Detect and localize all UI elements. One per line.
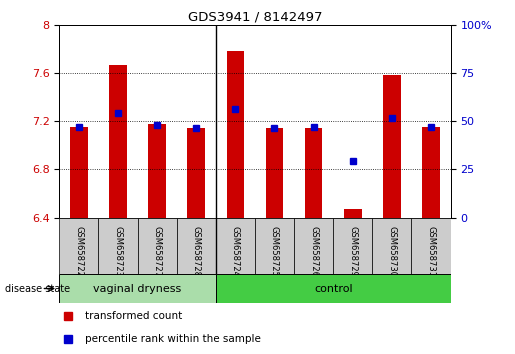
Bar (216, 218, 255, 274)
Text: GSM658724: GSM658724 (231, 226, 240, 277)
Bar (148, 124, 166, 218)
Bar (333, 218, 372, 274)
Bar (216, 274, 451, 303)
Text: disease state: disease state (5, 284, 70, 293)
Bar (59, 274, 216, 303)
Text: GSM658722: GSM658722 (74, 226, 83, 277)
Text: GSM658730: GSM658730 (387, 226, 397, 277)
Title: GDS3941 / 8142497: GDS3941 / 8142497 (187, 11, 322, 24)
Bar (266, 129, 283, 218)
Bar (422, 127, 440, 218)
Bar (294, 218, 333, 274)
Bar (59, 218, 98, 274)
Bar (383, 75, 401, 218)
Text: GSM658731: GSM658731 (426, 226, 436, 277)
Bar (372, 218, 411, 274)
Text: control: control (314, 284, 352, 293)
Bar (227, 51, 244, 218)
Bar (177, 218, 216, 274)
Text: percentile rank within the sample: percentile rank within the sample (85, 334, 262, 344)
Bar (138, 218, 177, 274)
Bar (187, 129, 205, 218)
Text: GSM658723: GSM658723 (113, 226, 123, 277)
Bar (255, 218, 294, 274)
Text: GSM658728: GSM658728 (192, 226, 201, 277)
Bar (70, 127, 88, 218)
Bar (344, 209, 362, 218)
Bar (98, 218, 138, 274)
Bar (109, 64, 127, 218)
Text: GSM658727: GSM658727 (152, 226, 162, 277)
Text: transformed count: transformed count (85, 311, 183, 321)
Bar (305, 129, 322, 218)
Text: vaginal dryness: vaginal dryness (93, 284, 182, 293)
Bar (411, 218, 451, 274)
Text: GSM658729: GSM658729 (348, 226, 357, 277)
Text: GSM658725: GSM658725 (270, 226, 279, 277)
Text: GSM658726: GSM658726 (309, 226, 318, 277)
